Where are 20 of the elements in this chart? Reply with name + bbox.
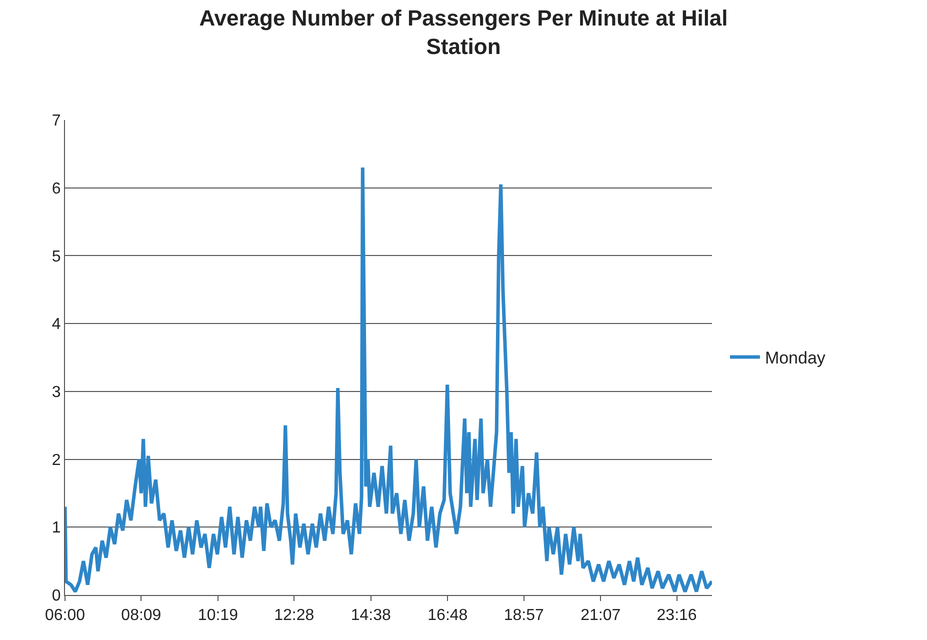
x-tick-label: 18:57 bbox=[504, 607, 544, 624]
y-tick-label: 5 bbox=[52, 248, 61, 266]
y-tick-label: 0 bbox=[52, 588, 61, 605]
x-tick-label: 06:00 bbox=[44, 607, 86, 624]
line-series bbox=[65, 166, 712, 594]
y-tick-label: 2 bbox=[52, 452, 61, 469]
legend-label: Monday bbox=[764, 348, 826, 368]
y-tick-label: 7 bbox=[52, 112, 61, 130]
y-tick-label: 3 bbox=[52, 384, 61, 402]
y-tick-label: 1 bbox=[52, 520, 61, 537]
x-tick-label: 12:28 bbox=[274, 607, 314, 624]
y-tick-label: 6 bbox=[52, 180, 61, 198]
chart-title: Average Number of Passengers Per Minute at Hilal Station bbox=[199, 6, 728, 60]
x-tick-label: 21:07 bbox=[580, 607, 621, 624]
x-tick-label: 16:48 bbox=[428, 607, 468, 624]
x-tick-label: 10:19 bbox=[198, 607, 238, 624]
x-tick-label: 23:16 bbox=[656, 607, 697, 624]
x-tick-label: 14:38 bbox=[350, 607, 392, 624]
y-tick-label: 4 bbox=[52, 316, 61, 334]
x-tick-label: 08:09 bbox=[121, 607, 162, 624]
